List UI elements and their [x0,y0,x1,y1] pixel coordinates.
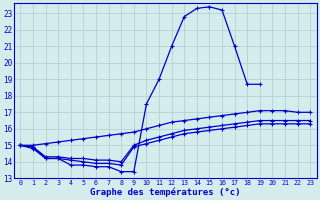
X-axis label: Graphe des températures (°c): Graphe des températures (°c) [90,187,241,197]
